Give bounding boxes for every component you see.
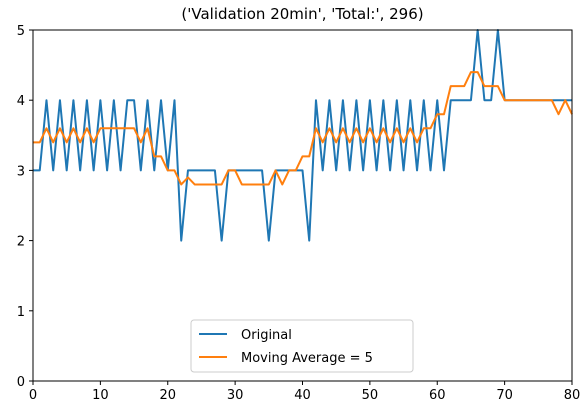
y-tick-label: 5 xyxy=(17,24,25,39)
x-tick-label: 50 xyxy=(362,388,379,403)
x-tick-label: 30 xyxy=(227,388,244,403)
y-tick-label: 4 xyxy=(17,94,25,109)
x-tick-label: 40 xyxy=(294,388,311,403)
chart-title: ('Validation 20min', 'Total:', 296) xyxy=(181,5,423,23)
x-tick-label: 70 xyxy=(496,388,513,403)
chart-title-group: ('Validation 20min', 'Total:', 296) xyxy=(181,5,423,23)
legend: Original Moving Average = 5 xyxy=(190,319,414,373)
series-line-moving-average xyxy=(33,71,573,186)
axes-layer: 0 10 20 30 40 50 60 70 80 0 1 2 3 4 5 xyxy=(17,24,581,403)
legend-label: Original xyxy=(241,328,292,343)
y-tick-label: 1 xyxy=(17,305,25,320)
legend-label: Moving Average = 5 xyxy=(241,351,373,366)
x-tick-label: 80 xyxy=(564,388,581,403)
x-tick-label: 0 xyxy=(29,388,37,403)
y-tick-label: 3 xyxy=(17,164,25,179)
series-layer xyxy=(33,29,573,242)
x-tick-label: 10 xyxy=(92,388,109,403)
series-line-original xyxy=(33,29,572,242)
legend-box xyxy=(190,319,414,373)
x-tick-label: 20 xyxy=(159,388,176,403)
y-tick-label: 2 xyxy=(17,235,25,250)
x-tick-label: 60 xyxy=(429,388,446,403)
y-tick-label: 0 xyxy=(17,375,25,390)
